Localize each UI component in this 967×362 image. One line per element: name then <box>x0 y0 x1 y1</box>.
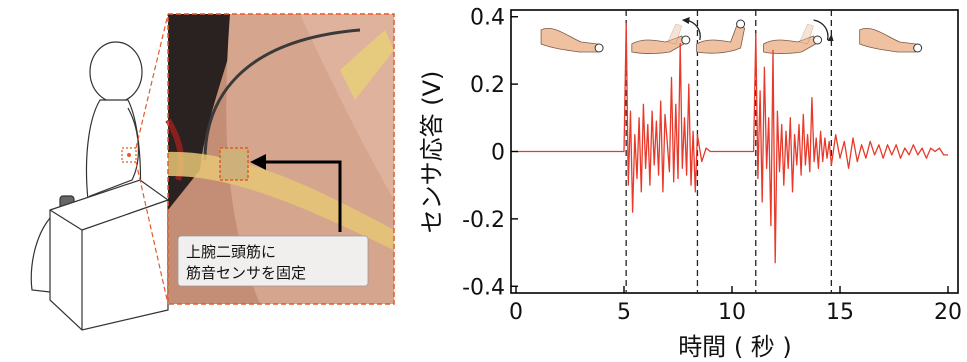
x-tick-label: 20 <box>934 300 962 325</box>
sensor-location-marker <box>121 147 137 163</box>
dashed-markers <box>625 10 833 293</box>
y-axis-label: センサ応答 (V) <box>418 71 446 234</box>
zoom-callout-lines <box>135 13 169 305</box>
person-head-icon <box>89 41 143 103</box>
x-axis-ticks: 0 5 10 15 20 <box>509 286 962 325</box>
x-tick-label: 5 <box>617 300 631 325</box>
sensor-photo: 上腕二頭筋に 筋音センサを固定 <box>165 13 395 305</box>
x-axis-label: 時間 ( 秒 ) <box>678 333 792 361</box>
arm-extended-icon <box>859 28 923 53</box>
sensor-response-chart: 0.4 0.2 0 -0.2 -0.4 0 5 10 15 20 センサ応答 (V) 時間 ( … <box>418 6 962 361</box>
arrow-head-icon <box>250 154 266 170</box>
arm-flexing-icon <box>631 17 701 54</box>
callout-arrow-icon <box>262 160 342 232</box>
arm-extending-icon <box>763 19 834 54</box>
arm-flexed-icon <box>696 19 746 54</box>
y-tick-label: 0.4 <box>470 6 505 31</box>
photo-callout-line2: 筋音センサを固定 <box>186 264 306 282</box>
photo-callout-line1: 上腕二頭筋に <box>186 243 276 261</box>
x-tick-label: 15 <box>826 300 854 325</box>
y-tick-label: -0.2 <box>462 208 505 233</box>
arm-pose-icons <box>540 17 923 54</box>
y-tick-label: 0 <box>491 141 505 166</box>
y-axis-ticks: 0.4 0.2 0 -0.2 -0.4 <box>462 6 518 300</box>
y-tick-label: -0.4 <box>462 275 505 300</box>
person-arm-icon <box>89 107 139 197</box>
x-tick-label: 10 <box>718 300 746 325</box>
x-tick-label: 0 <box>509 300 523 325</box>
y-tick-label: 0.2 <box>470 73 505 98</box>
series-line-group <box>516 22 948 264</box>
series-line-0 <box>516 22 948 264</box>
seated-person-illustration <box>30 41 169 331</box>
photo-callout-box <box>177 235 369 287</box>
arm-extended-icon <box>540 28 604 53</box>
sensor-device-icon <box>219 147 249 181</box>
